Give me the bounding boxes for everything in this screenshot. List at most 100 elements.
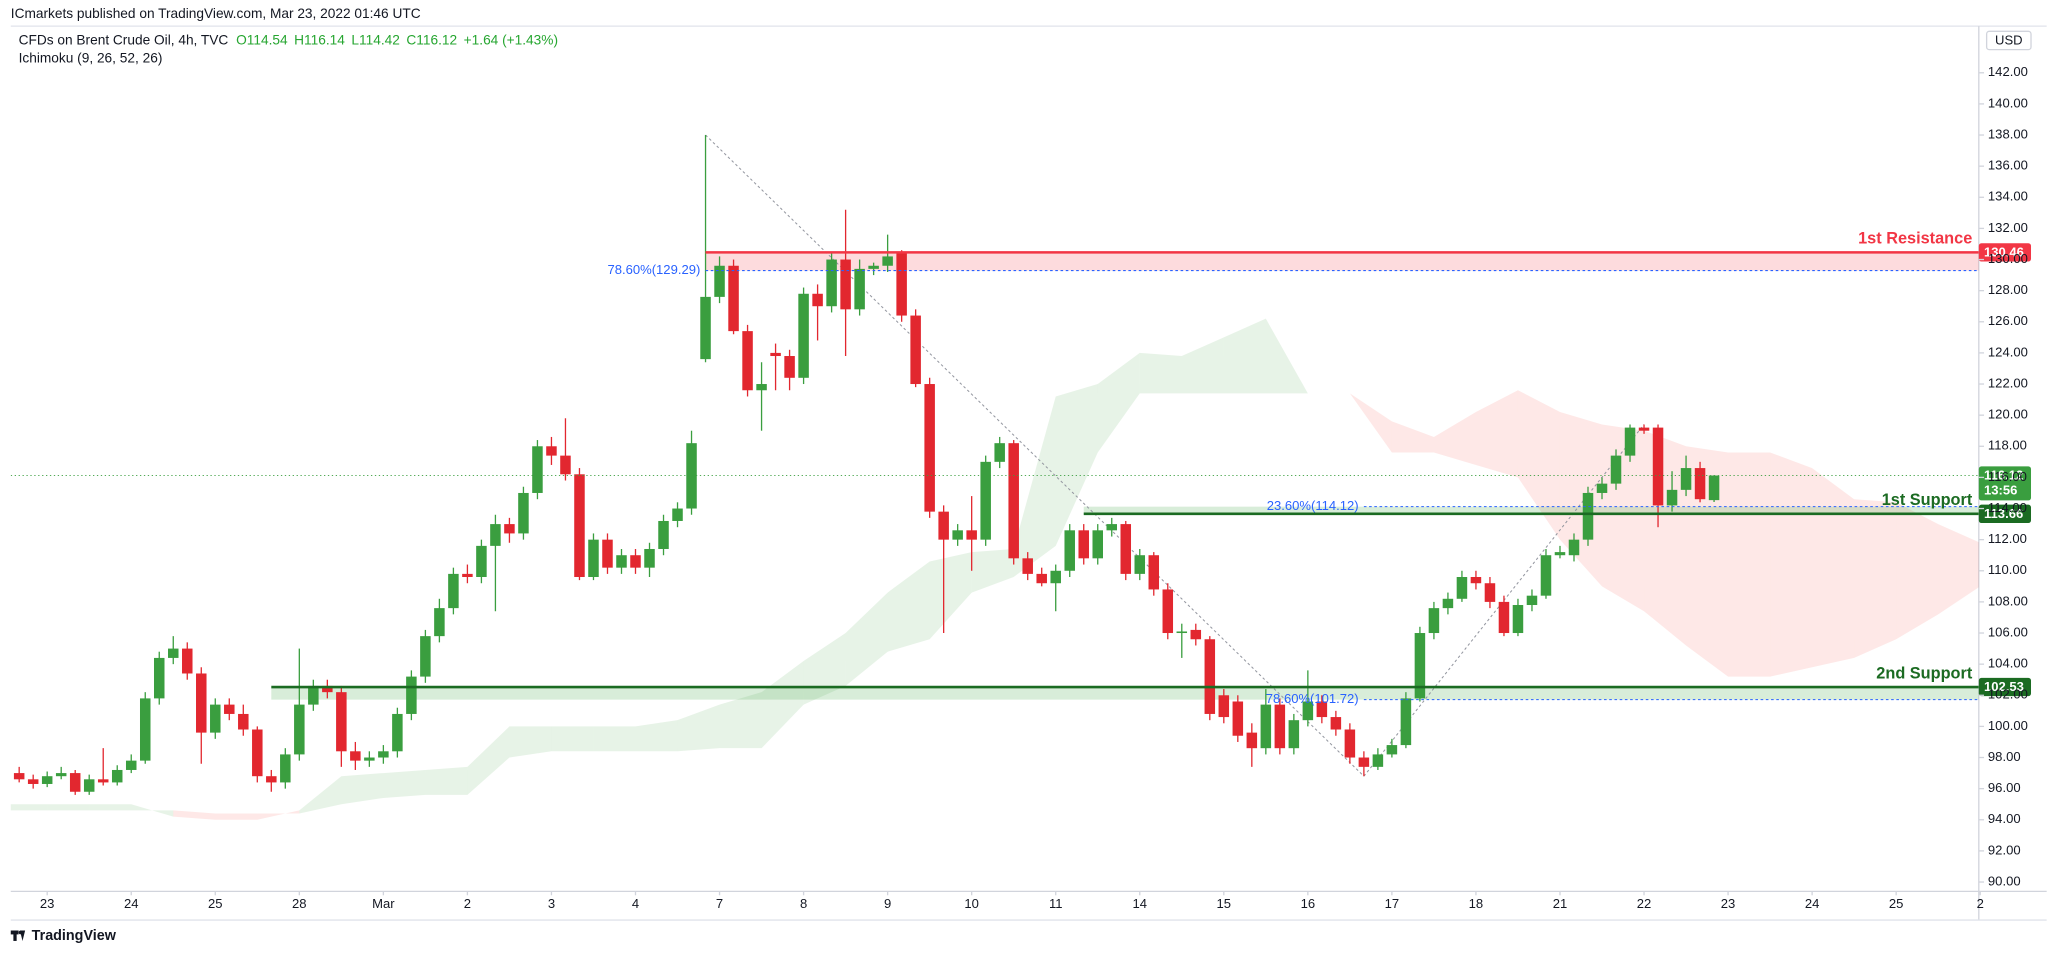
y-tick-label: 112.00 (1988, 531, 2027, 546)
y-tick-label: 138.00 (1988, 126, 2028, 141)
level-label: 1st Resistance (1858, 230, 1972, 248)
candle-body (1414, 633, 1426, 699)
x-tick-label: 21 (1553, 896, 1568, 911)
ichimoku-cloud (887, 561, 930, 652)
candle-body (1428, 608, 1440, 634)
candle-body (125, 760, 137, 770)
candle-body (1554, 552, 1566, 556)
candle-body (364, 757, 375, 761)
candle-body (1316, 701, 1328, 718)
candle-body (840, 259, 851, 310)
candle-body (490, 524, 501, 546)
candle-body (812, 293, 823, 307)
candle-body (378, 751, 389, 758)
ichimoku-cloud (173, 810, 216, 820)
candle-body (966, 530, 977, 540)
currency[interactable]: USD (1995, 33, 2023, 48)
ichimoku-cloud (47, 804, 90, 811)
y-tick-label: 96.00 (1988, 780, 2021, 795)
x-tick-label: 3 (548, 896, 555, 911)
ichimoku-cloud (677, 704, 720, 752)
candle-body (700, 296, 711, 360)
x-tick-label: 23 (1721, 896, 1736, 911)
candle-body (994, 443, 1005, 462)
ichimoku-cloud (1223, 318, 1266, 394)
candle-body (1036, 573, 1047, 584)
candle-body (1484, 583, 1496, 602)
ichimoku-cloud (719, 692, 762, 749)
x-tick-label: 16 (1301, 896, 1316, 911)
candle-body (238, 713, 249, 730)
y-tick-label: 110.00 (1988, 562, 2027, 577)
ichimoku-cloud (761, 661, 804, 749)
ichimoku-cloud (845, 592, 888, 686)
candle-body (1092, 530, 1103, 559)
ichimoku-cloud (1686, 446, 1729, 677)
candle-body (1694, 468, 1706, 500)
candle-body (1064, 530, 1075, 571)
ichimoku-cloud (1854, 499, 1897, 658)
plot-area (10, 134, 1979, 820)
x-tick-label: 8 (800, 896, 807, 911)
candle-body (1344, 729, 1356, 758)
y-tick-label: 108.00 (1988, 593, 2028, 608)
candle-body (896, 253, 907, 316)
candle-body (1372, 754, 1384, 767)
candle-body (1512, 605, 1524, 634)
candle-body (602, 539, 613, 568)
current-price-tag (1978, 466, 2032, 501)
candle-body (1652, 427, 1664, 506)
candle-body (322, 685, 333, 693)
candle-body (1190, 629, 1202, 640)
ichimoku-cloud (1812, 468, 1855, 668)
candle-body (1288, 720, 1300, 749)
candle-body (448, 573, 459, 609)
ichimoku-cloud (299, 776, 342, 814)
candle-body (882, 256, 893, 266)
currency-box[interactable] (1985, 30, 2032, 51)
candle-body (1120, 524, 1132, 574)
candle-body (1680, 468, 1692, 490)
candle-body (770, 352, 781, 357)
candle-body (168, 648, 179, 658)
price-tag (1978, 677, 2032, 697)
x-tick-label: 2 (464, 896, 471, 911)
candle-body (630, 555, 641, 568)
y-tick-label: 106.00 (1988, 624, 2028, 639)
candle-body (756, 384, 767, 391)
publisher-line: ICmarkets published on TradingView.com, … (11, 6, 421, 21)
y-tick-label: 142.00 (1988, 64, 2028, 79)
candle-body (1232, 701, 1244, 736)
candle-body (546, 446, 557, 456)
ichimoku-cloud (1139, 352, 1182, 394)
candle-body (532, 446, 543, 493)
candle-body (406, 676, 417, 714)
candle-body (1540, 555, 1552, 596)
ichimoku-cloud (551, 726, 594, 752)
fib-label: 78.60%(101.72) (1266, 691, 1359, 706)
candle-body (1330, 717, 1342, 730)
x-tick-label: 17 (1385, 896, 1400, 911)
candle-body (1218, 695, 1230, 718)
x-tick-label: 11 (1049, 896, 1063, 911)
indicator-name: Ichimoku (9, 26, 52, 26) (19, 50, 163, 65)
ichimoku-cloud (1770, 452, 1813, 677)
ichimoku-cloud (425, 766, 468, 795)
ichimoku-cloud (1349, 393, 1392, 453)
x-tick-label: 7 (716, 896, 723, 911)
candle-body (1624, 427, 1636, 456)
candle-body (1708, 475, 1720, 501)
y-tick-label: 134.00 (1988, 189, 2028, 204)
candle-body (1638, 427, 1650, 431)
candle-body (1498, 601, 1510, 634)
price-tag (1978, 243, 2032, 262)
ichimoku-cloud (1433, 412, 1476, 465)
candle-body (1526, 595, 1538, 606)
candle-body (742, 331, 753, 391)
candle-body (1470, 577, 1482, 584)
candle-body (69, 773, 81, 792)
price-tag-label: 113.66 (1984, 506, 2023, 521)
y-tick-label: 132.00 (1988, 220, 2028, 235)
candle-body (1568, 539, 1580, 556)
level-label: 1st Support (1882, 491, 1973, 509)
